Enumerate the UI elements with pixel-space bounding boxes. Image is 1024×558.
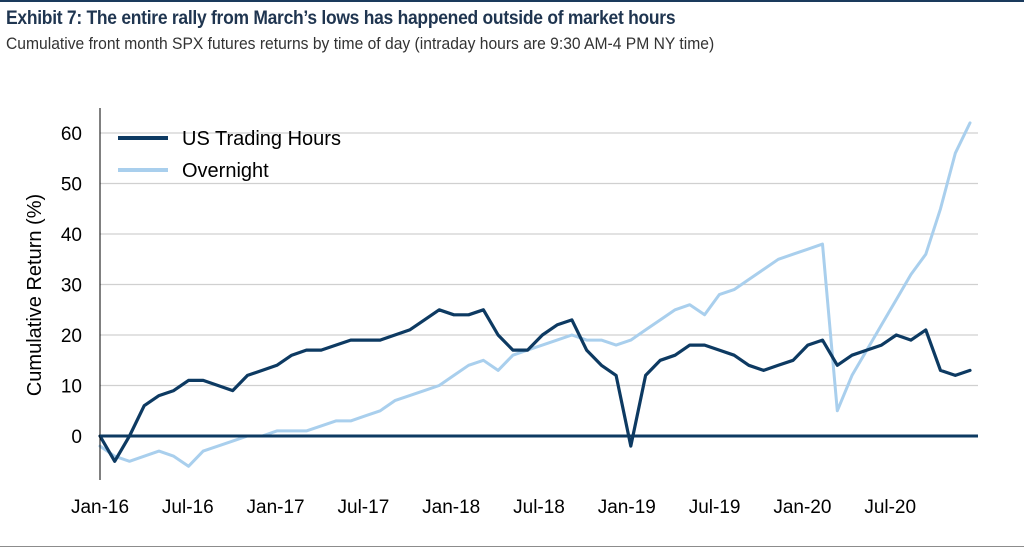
- y-tick-label-50: 50: [61, 175, 82, 196]
- bottom-rule: [0, 546, 1024, 547]
- x-tick-label-jan-17: Jan-17: [247, 497, 305, 518]
- chart-title: Exhibit 7: The entire rally from March’s…: [6, 8, 676, 29]
- x-tick-label-jul-20: Jul-20: [864, 497, 916, 518]
- x-tick-label-jan-18: Jan-18: [422, 497, 480, 518]
- chart-subtitle: Cumulative front month SPX futures retur…: [6, 34, 715, 53]
- y-tick-label-30: 30: [61, 276, 82, 297]
- x-tick-label-jan-19: Jan-19: [598, 497, 656, 518]
- y-tick-label-0: 0: [71, 427, 82, 448]
- y-tick-labels: 0 10 20 30 40 50 60: [61, 124, 82, 448]
- y-tick-label-40: 40: [61, 225, 82, 246]
- x-tick-label-jul-16: Jul-16: [162, 497, 214, 518]
- x-tick-label-jul-18: Jul-18: [513, 497, 565, 518]
- series-line-us-trading-hours: [98, 308, 972, 463]
- x-tick-label-jan-16: Jan-16: [71, 497, 129, 518]
- y-tick-label-10: 10: [61, 377, 82, 398]
- zero-line: [99, 108, 978, 480]
- legend: US Trading Hours Overnight: [118, 128, 341, 182]
- x-tick-labels: Jan-16 Jul-16 Jan-17 Jul-17 Jan-18 Jul-18 Jan-…: [71, 497, 916, 518]
- x-tick-label-jan-20: Jan-20: [773, 497, 831, 518]
- x-tick-label-jul-17: Jul-17: [338, 497, 390, 518]
- x-tick-label-jul-19: Jul-19: [689, 497, 741, 518]
- legend-label-overnight: Overnight: [182, 160, 269, 182]
- top-rule: [0, 0, 1024, 2]
- y-tick-label-20: 20: [61, 326, 82, 347]
- legend-label-us-trading-hours: US Trading Hours: [182, 128, 341, 150]
- y-tick-label-60: 60: [61, 124, 82, 145]
- y-axis-label: Cumulative Return (%): [24, 194, 46, 396]
